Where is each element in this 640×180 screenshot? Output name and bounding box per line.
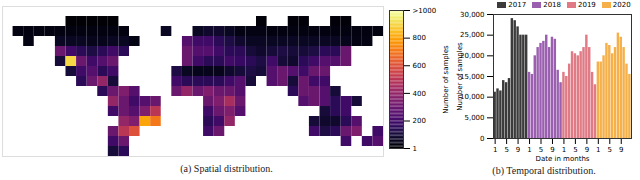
svg-text:800: 800 [413, 34, 426, 42]
svg-text:Number of samples: Number of samples [442, 45, 450, 114]
svg-text:1: 1 [527, 146, 531, 154]
svg-text:1: 1 [413, 145, 417, 153]
html-text:2020: 2020 [612, 1, 631, 9]
svg-text:>1000: >1000 [413, 7, 437, 15]
svg-text:200: 200 [413, 117, 426, 125]
svg-text:20,000: 20,000 [460, 52, 485, 61]
html-text:2018: 2018 [543, 1, 561, 9]
svg-text:5,000: 5,000 [464, 114, 484, 122]
svg-text:25,000: 25,000 [460, 31, 485, 39]
svg-text:400: 400 [413, 90, 426, 98]
svg-text:9: 9 [585, 146, 589, 154]
svg-text:Date in months: Date in months [536, 155, 590, 163]
svg-text:9: 9 [516, 146, 520, 154]
svg-text:5: 5 [608, 146, 612, 154]
svg-text:0: 0 [480, 135, 484, 143]
svg-text:5: 5 [539, 146, 543, 154]
svg-text:1: 1 [493, 146, 497, 154]
svg-text:1: 1 [596, 146, 600, 154]
svg-text:1: 1 [562, 146, 566, 154]
svg-text:5: 5 [573, 146, 577, 154]
html-text:(b) Temporal distribution.: (b) Temporal distribution. [492, 165, 596, 176]
html-text:2019: 2019 [578, 1, 596, 9]
svg-text:5: 5 [504, 146, 508, 154]
svg-text:30,000: 30,000 [460, 11, 485, 19]
svg-text:Number of samples: Number of samples [456, 42, 464, 111]
svg-text:600: 600 [413, 62, 426, 70]
svg-text:15,000: 15,000 [460, 72, 485, 81]
svg-text:9: 9 [550, 146, 554, 154]
html-text:2017: 2017 [508, 1, 527, 9]
html-text:(a) Spatial distribution.: (a) Spatial distribution. [180, 163, 273, 174]
svg-text:9: 9 [619, 146, 623, 154]
svg-text:10,000: 10,000 [460, 93, 485, 102]
